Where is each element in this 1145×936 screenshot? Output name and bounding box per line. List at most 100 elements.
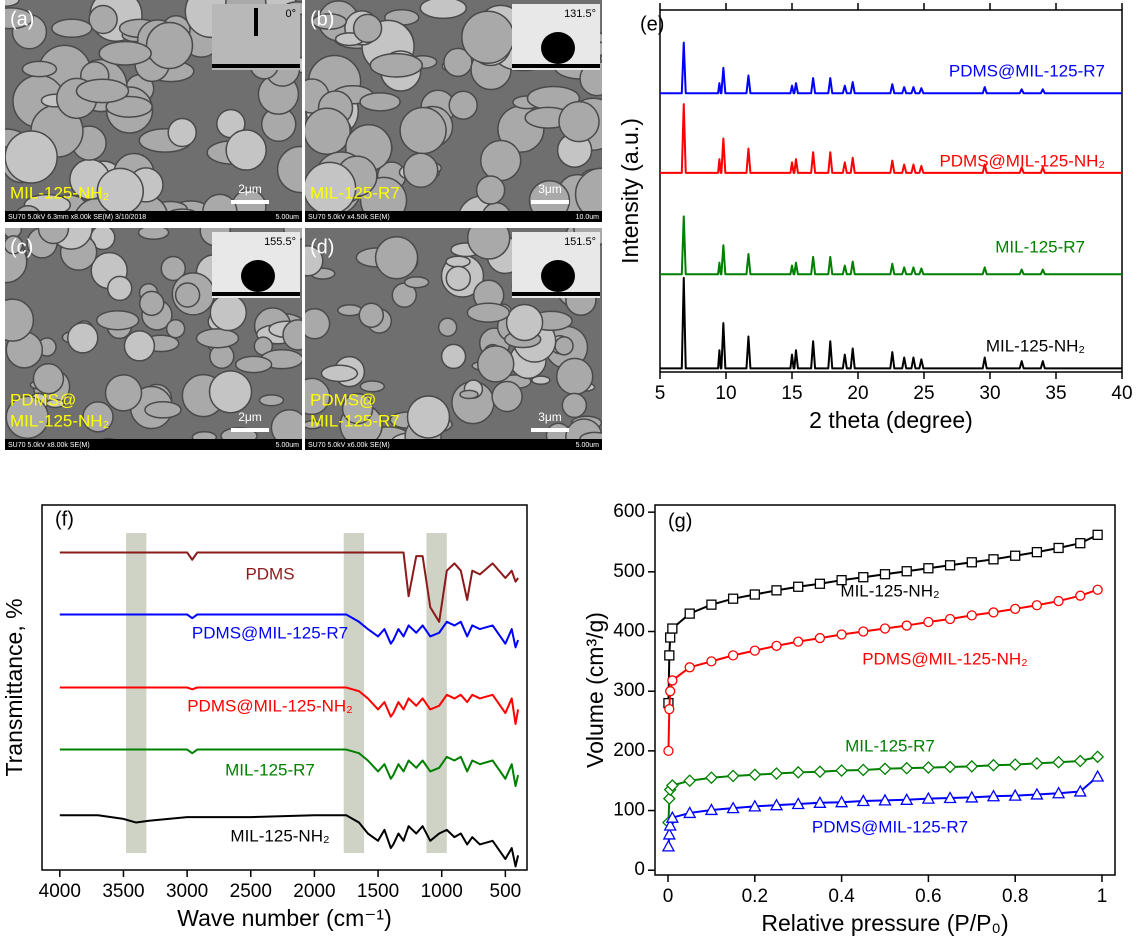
y-tick-label: 300	[613, 680, 645, 701]
panel-label: (c)	[10, 236, 33, 258]
scale-bar-label: 2μm	[238, 182, 262, 196]
crystal	[338, 305, 362, 316]
crystal	[99, 42, 151, 65]
crystal	[226, 130, 266, 170]
crystal	[5, 131, 57, 183]
crystal	[145, 402, 181, 418]
scale-bar-label: 3μm	[538, 182, 562, 196]
sample-label: MIL-125-NH₂	[10, 411, 109, 430]
crystal	[462, 11, 514, 63]
crystal	[532, 376, 550, 384]
contact-angle: 151.5°	[564, 236, 596, 248]
marker	[1011, 551, 1020, 560]
marker	[967, 611, 976, 620]
crystal	[140, 291, 164, 315]
highlight-band	[126, 533, 146, 853]
marker	[707, 600, 716, 609]
marker	[794, 582, 803, 591]
scale-bar	[531, 428, 569, 432]
crystal	[52, 19, 92, 37]
sem-image: SU70 5.0kV 6.3mm x8.00k SE(M) 3/10/20185…	[0, 0, 324, 245]
x-tick-label: 0	[663, 886, 674, 907]
x-tick-label: 35	[1045, 383, 1066, 404]
x-axis-label: Wave number (cm⁻¹)	[177, 905, 391, 931]
series-label: MIL-125-NH₂	[986, 336, 1085, 355]
contact-angle: 0°	[285, 8, 296, 20]
crystal	[360, 93, 400, 111]
y-tick-label: 200	[613, 740, 645, 761]
crystal	[304, 108, 350, 154]
substrate	[212, 64, 300, 68]
marker	[750, 646, 759, 655]
crystal	[108, 276, 132, 300]
panel-label: (d)	[310, 236, 334, 258]
series-label: PDMS@MIL-125-R7	[192, 623, 348, 642]
crystal	[176, 283, 200, 307]
marker	[666, 633, 675, 642]
sample-label: PDMS@	[10, 390, 76, 409]
x-tick-label: 3500	[102, 881, 144, 902]
marker	[1010, 759, 1021, 770]
x-tick-label: 4000	[39, 881, 81, 902]
marker	[880, 763, 891, 774]
marker	[989, 608, 998, 617]
y-axis-label: Transmittance, %	[1, 598, 27, 776]
marker	[988, 760, 999, 771]
crystal	[354, 14, 382, 42]
sem-image: SU70 5.0kV x4.50k SE(M)10.0um(b)MIL-125-…	[295, 0, 628, 242]
marker	[793, 767, 804, 778]
crystal	[210, 371, 252, 413]
series-label: MIL-125-NH₂	[840, 581, 939, 600]
sem-image: SU70 5.0kV x8.00k SE(M)5.00um(c)PDMS@MIL…	[0, 207, 313, 454]
sem-footer-scale: 5.00um	[576, 442, 600, 449]
crystal	[467, 303, 509, 322]
crystal	[405, 277, 429, 288]
panel-label: (f)	[55, 508, 74, 530]
crystal	[492, 382, 522, 412]
marker	[1076, 539, 1085, 548]
marker	[859, 573, 868, 582]
crystal	[259, 395, 283, 406]
crystal	[407, 396, 449, 438]
marker	[946, 561, 955, 570]
substrate	[512, 292, 600, 296]
contact-angle: 131.5°	[564, 8, 596, 20]
crystal	[420, 0, 466, 18]
marker	[729, 594, 738, 603]
marker	[772, 641, 781, 650]
crystal	[359, 303, 383, 327]
y-tick-label: 0	[634, 859, 645, 880]
scale-bar	[531, 200, 569, 204]
series-label: PDMS	[245, 564, 294, 583]
x-tick-label: 3000	[166, 881, 208, 902]
marker	[1092, 751, 1103, 762]
sem-footer-text: SU70 5.0kV x6.00k SE(M)	[308, 442, 390, 449]
marker	[881, 624, 890, 633]
crystal	[167, 320, 185, 338]
marker	[989, 555, 998, 564]
crystal	[477, 176, 505, 204]
crystal	[22, 61, 56, 76]
panel-label: (a)	[10, 8, 34, 30]
crystal	[147, 22, 193, 68]
sem-footer-scale: 5.00um	[276, 442, 300, 449]
sem-footer-text: SU70 5.0kV 6.3mm x8.00k SE(M) 3/10/2018	[8, 214, 146, 221]
crystal	[0, 299, 33, 341]
marker	[685, 609, 694, 618]
crystal	[89, 5, 117, 33]
marker	[668, 676, 677, 685]
marker	[684, 775, 695, 786]
crystal	[449, 91, 477, 119]
marker	[858, 764, 869, 775]
series-label: PDMS@MIL-125-NH₂	[187, 696, 353, 715]
marker	[1032, 601, 1041, 610]
series-label: MIL-125-R7	[225, 760, 315, 779]
crystal	[210, 295, 246, 331]
marker	[924, 617, 933, 626]
crystal	[562, 393, 586, 417]
marker	[814, 766, 825, 777]
crystal	[124, 331, 154, 361]
marker	[729, 651, 738, 660]
scale-bar-label: 3μm	[538, 410, 562, 424]
crystal	[439, 318, 457, 336]
